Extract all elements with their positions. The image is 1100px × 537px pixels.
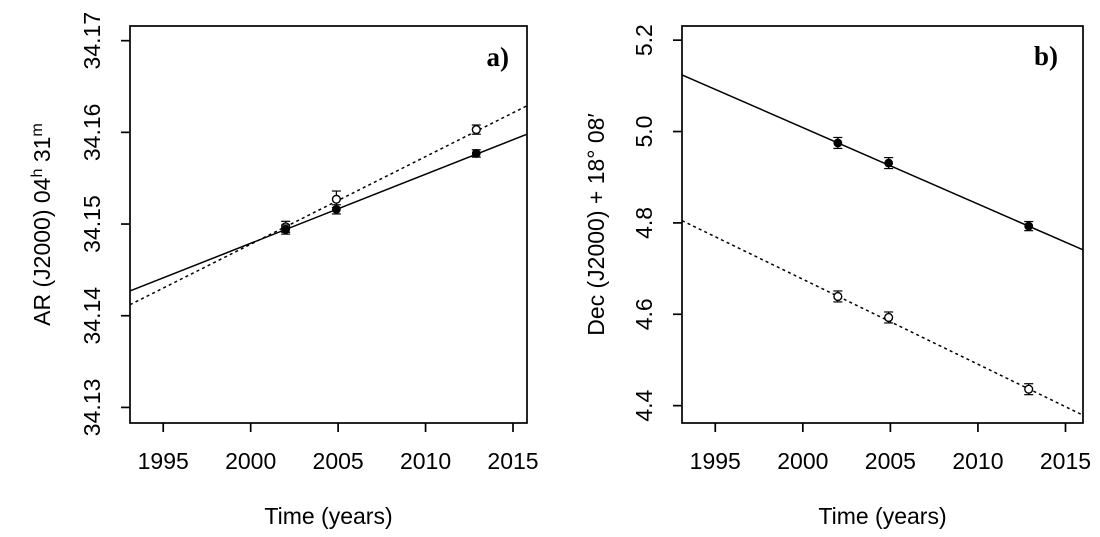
- panel-b-filled-circles-solid-point-0-marker: [833, 138, 843, 148]
- panel-b-y-tick-label-0: 4.4: [631, 389, 657, 421]
- panel-a-y-tick-label-2: 34.15: [79, 195, 105, 253]
- panel-b-filled-circles-solid-point-2-marker: [1024, 221, 1034, 231]
- panel-b-y-tick-label-3: 5.0: [631, 116, 657, 148]
- panel-a-x-tick-label-4: 2015: [487, 448, 538, 474]
- panel-a-y-tick-label-3: 34.16: [79, 104, 105, 162]
- panel-a-y-tick-label-4: 34.17: [79, 12, 105, 70]
- panel-b-y-tick-label-1: 4.6: [631, 298, 657, 330]
- panel-b-x-tick-label-1: 2000: [777, 448, 828, 474]
- panel-a-y-axis-title: AR (J2000) 04h 31m: [28, 123, 55, 326]
- panel-b-open-circles-dashed-point-2-marker: [1024, 384, 1034, 394]
- panel-b-open-circles-dashed-point-0-marker: [833, 291, 843, 302]
- panel-a-open-circles-dashed-point-1-marker: [331, 194, 341, 204]
- panel-b-x-axis-title: Time (years): [818, 503, 946, 529]
- panel-b-letter: b): [1034, 41, 1058, 71]
- panel-b-x-tick-label-0: 1995: [690, 448, 741, 474]
- panel-b-x-tick-label-3: 2010: [952, 448, 1003, 474]
- panel-a-filled-circles-solid-point-2-marker: [471, 149, 481, 158]
- panel-a-x-tick-label-3: 2010: [400, 448, 451, 474]
- panel-b-filled-circles-solid-point-1-marker: [884, 158, 894, 168]
- panel-b-filled-circles-solid-fit-line: [681, 74, 1084, 251]
- panel-a-x-tick-label-0: 1995: [138, 448, 189, 474]
- panel-a-x-tick-label-1: 2000: [225, 448, 276, 474]
- panel-a-box: [129, 25, 528, 424]
- panel-a-filled-circles-solid-point-1-marker: [331, 204, 341, 214]
- panel-a-open-circles-dashed-point-2-marker: [471, 125, 481, 135]
- panel-b-x-tick-label-2: 2005: [865, 448, 916, 474]
- panel-b-y-tick-label-4: 5.2: [631, 24, 657, 56]
- panel-b-open-circles-dashed-point-1-marker: [884, 312, 894, 323]
- panel-b-open-circles-dashed-fit-line: [681, 219, 1084, 416]
- panel-a-y-tick-label-1: 34.14: [79, 287, 105, 345]
- panel-b-x-tick-label-4: 2015: [1040, 448, 1091, 474]
- panel-a-y-tick-label-0: 34.13: [79, 379, 105, 437]
- panel-b-y-tick-label-2: 4.8: [631, 207, 657, 239]
- panel-a-filled-circles-solid-point-0-marker: [281, 225, 291, 234]
- panel-b-y-axis-title: Dec (J2000) + 18° 08′: [583, 113, 609, 336]
- panel-a-open-circles-dashed-fit-line: [129, 105, 528, 306]
- panel-a-x-axis-title: Time (years): [264, 503, 392, 529]
- panel-a-letter: a): [487, 42, 510, 72]
- panel-b-box: [681, 25, 1084, 424]
- panel-a-filled-circles-solid-fit-line: [129, 133, 528, 292]
- panel-a-x-tick-label-2: 2005: [313, 448, 364, 474]
